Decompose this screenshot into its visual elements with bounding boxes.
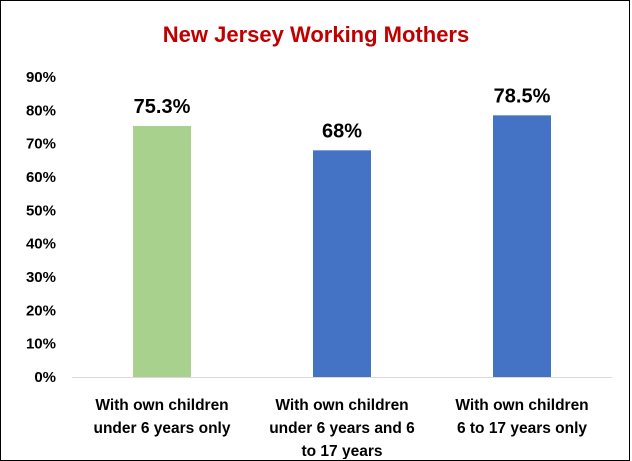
data-label: 68% <box>322 120 362 142</box>
category-label: With own children <box>275 397 408 414</box>
bars <box>133 115 551 377</box>
y-axis-ticks: 0% 10% 20% 30% 40% 50% 60% 70% 80% 90% <box>26 69 56 386</box>
category-label: 6 to 17 years only <box>457 420 587 437</box>
y-tick-label: 10% <box>26 336 56 353</box>
y-tick-label: 20% <box>26 302 56 319</box>
y-tick-label: 0% <box>34 369 56 386</box>
category-label: under 6 years and 6 <box>269 420 415 437</box>
y-tick-label: 50% <box>26 202 56 219</box>
data-label: 75.3% <box>134 96 191 118</box>
y-tick-label: 70% <box>26 136 56 153</box>
data-label: 78.5% <box>494 85 551 107</box>
y-tick-label: 60% <box>26 169 56 186</box>
y-tick-label: 90% <box>26 69 56 86</box>
category-label: under 6 years only <box>94 420 231 437</box>
y-tick-label: 30% <box>26 269 56 286</box>
data-labels: 75.3% 68% 78.5% <box>134 85 551 142</box>
bar <box>313 150 371 377</box>
category-labels: With own children under 6 years only With … <box>94 397 589 459</box>
category-label: With own children <box>455 397 588 414</box>
y-tick-label: 80% <box>26 102 56 119</box>
chart-title: New Jersey Working Mothers <box>162 22 470 47</box>
category-label: to 17 years <box>302 443 383 459</box>
category-label: With own children <box>95 397 228 414</box>
bar <box>133 126 191 377</box>
y-tick-label: 40% <box>26 236 56 253</box>
bar <box>493 115 551 377</box>
